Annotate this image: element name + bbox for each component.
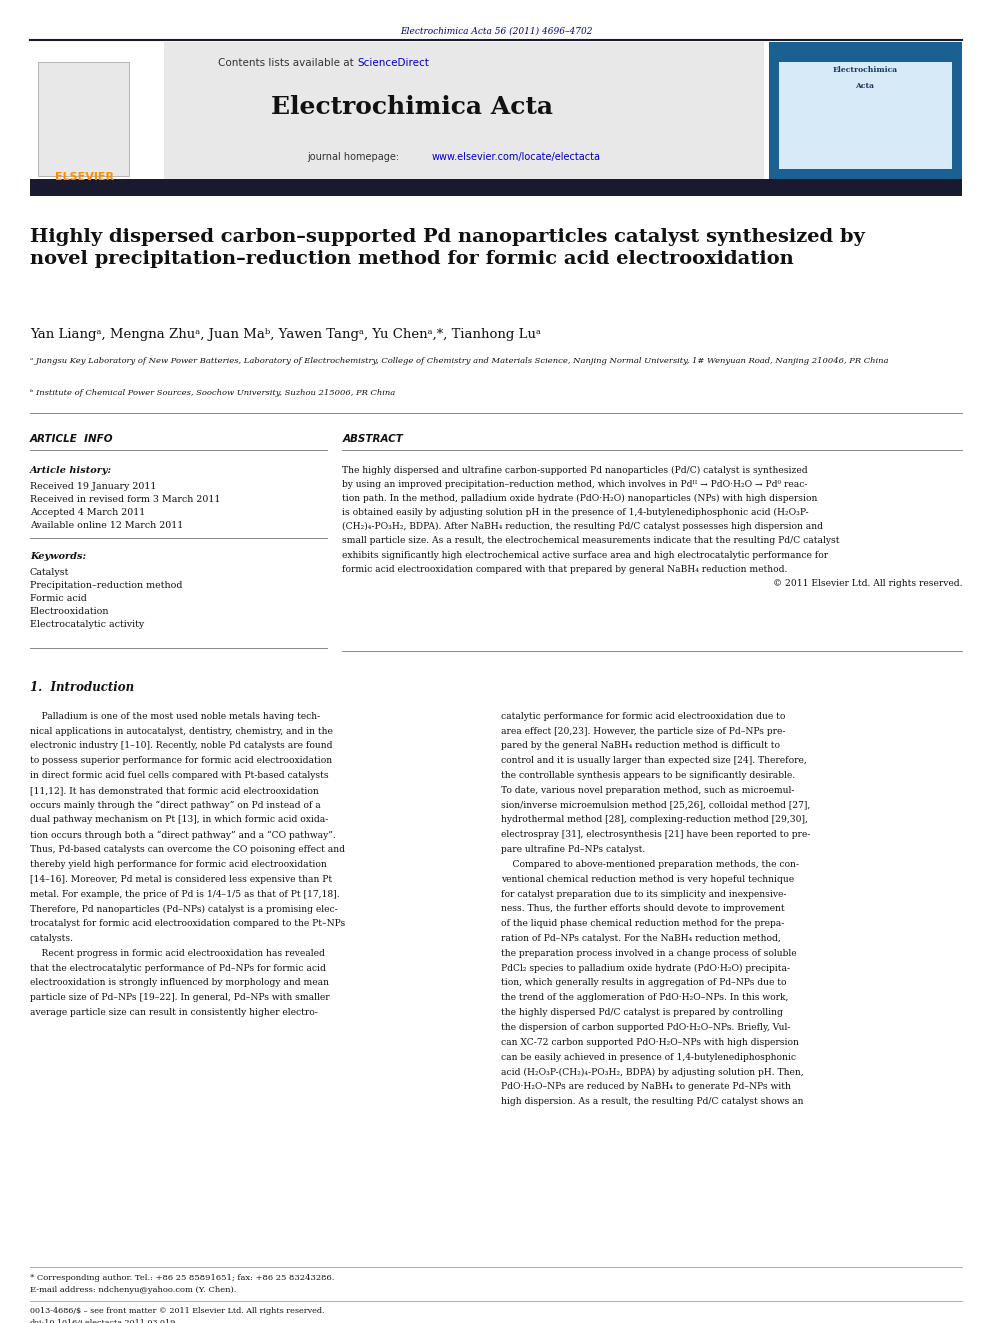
Text: average particle size can result in consistently higher electro-: average particle size can result in cons… xyxy=(30,1008,317,1017)
Text: can XC-72 carbon supported PdO·H₂O–NPs with high dispersion: can XC-72 carbon supported PdO·H₂O–NPs w… xyxy=(501,1037,799,1046)
Text: Electrooxidation: Electrooxidation xyxy=(30,607,109,617)
Text: particle size of Pd–NPs [19–22]. In general, Pd–NPs with smaller: particle size of Pd–NPs [19–22]. In gene… xyxy=(30,994,329,1003)
Text: Electrochimica Acta: Electrochimica Acta xyxy=(271,95,553,119)
Text: Recent progress in formic acid electrooxidation has revealed: Recent progress in formic acid electroox… xyxy=(30,949,324,958)
Text: 1.  Introduction: 1. Introduction xyxy=(30,681,134,695)
Text: Electrochimica Acta 56 (2011) 4696–4702: Electrochimica Acta 56 (2011) 4696–4702 xyxy=(400,26,592,36)
Text: exhibits significantly high electrochemical active surface area and high electro: exhibits significantly high electrochemi… xyxy=(342,550,828,560)
Text: formic acid electrooxidation compared with that prepared by general NaBH₄ reduct: formic acid electrooxidation compared wi… xyxy=(342,565,788,574)
Text: catalytic performance for formic acid electrooxidation due to: catalytic performance for formic acid el… xyxy=(501,712,786,721)
Text: Precipitation–reduction method: Precipitation–reduction method xyxy=(30,581,183,590)
Text: [11,12]. It has demonstrated that formic acid electrooxidation: [11,12]. It has demonstrated that formic… xyxy=(30,786,318,795)
Text: ᵃ Jiangsu Key Laboratory of New Power Batteries, Laboratory of Electrochemistry,: ᵃ Jiangsu Key Laboratory of New Power Ba… xyxy=(30,357,888,365)
Text: can be easily achieved in presence of 1,4-butylenediphosphonic: can be easily achieved in presence of 1,… xyxy=(501,1053,796,1061)
Text: nical applications in autocatalyst, dentistry, chemistry, and in the: nical applications in autocatalyst, dent… xyxy=(30,726,332,736)
Text: Palladium is one of the most used noble metals having tech-: Palladium is one of the most used noble … xyxy=(30,712,320,721)
Text: Compared to above-mentioned preparation methods, the con-: Compared to above-mentioned preparation … xyxy=(501,860,799,869)
Text: Available online 12 March 2011: Available online 12 March 2011 xyxy=(30,521,183,531)
Text: ARTICLE  INFO: ARTICLE INFO xyxy=(30,434,113,445)
Text: by using an improved precipitation–reduction method, which involves in Pdᴵᴵ → Pd: by using an improved precipitation–reduc… xyxy=(342,480,807,490)
Text: hydrothermal method [28], complexing-reduction method [29,30],: hydrothermal method [28], complexing-red… xyxy=(501,815,807,824)
Bar xyxy=(779,62,952,169)
Text: Yan Liangᵃ, Mengna Zhuᵃ, Juan Maᵇ, Yawen Tangᵃ, Yu Chenᵃ,*, Tianhong Luᵃ: Yan Liangᵃ, Mengna Zhuᵃ, Juan Maᵇ, Yawen… xyxy=(30,328,541,341)
Text: Electrochimica: Electrochimica xyxy=(832,66,898,74)
Bar xyxy=(38,62,129,176)
Text: Acta: Acta xyxy=(855,82,875,90)
Text: Therefore, Pd nanoparticles (Pd–NPs) catalyst is a promising elec-: Therefore, Pd nanoparticles (Pd–NPs) cat… xyxy=(30,905,337,913)
Text: to possess superior performance for formic acid electrooxidation: to possess superior performance for form… xyxy=(30,757,332,765)
Text: tion, which generally results in aggregation of Pd–NPs due to: tion, which generally results in aggrega… xyxy=(501,979,787,987)
Text: the preparation process involved in a change process of soluble: the preparation process involved in a ch… xyxy=(501,949,797,958)
Text: doi:10.1016/j.electacta.2011.03.019: doi:10.1016/j.electacta.2011.03.019 xyxy=(30,1319,176,1323)
Text: thereby yield high performance for formic acid electrooxidation: thereby yield high performance for formi… xyxy=(30,860,326,869)
Text: dual pathway mechanism on Pt [13], in which formic acid oxida-: dual pathway mechanism on Pt [13], in wh… xyxy=(30,815,328,824)
Text: ration of Pd–NPs catalyst. For the NaBH₄ reduction method,: ration of Pd–NPs catalyst. For the NaBH₄… xyxy=(501,934,781,943)
Text: Accepted 4 March 2011: Accepted 4 March 2011 xyxy=(30,508,145,517)
Text: PdCl₂ species to palladium oxide hydrate (PdO·H₂O) precipita-: PdCl₂ species to palladium oxide hydrate… xyxy=(501,963,790,972)
Text: electrooxidation is strongly influenced by morphology and mean: electrooxidation is strongly influenced … xyxy=(30,979,328,987)
Text: ᵇ Institute of Chemical Power Sources, Soochow University, Suzhou 215006, PR Chi: ᵇ Institute of Chemical Power Sources, S… xyxy=(30,389,395,397)
Text: ELSEVIER: ELSEVIER xyxy=(55,172,114,183)
Text: pared by the general NaBH₄ reduction method is difficult to: pared by the general NaBH₄ reduction met… xyxy=(501,741,780,750)
Text: the trend of the agglomeration of PdO·H₂O–NPs. In this work,: the trend of the agglomeration of PdO·H₂… xyxy=(501,994,789,1003)
Text: sion/inverse microemulsion method [25,26], colloidal method [27],: sion/inverse microemulsion method [25,26… xyxy=(501,800,810,810)
Text: control and it is usually larger than expected size [24]. Therefore,: control and it is usually larger than ex… xyxy=(501,757,806,765)
Text: journal homepage:: journal homepage: xyxy=(308,152,403,163)
Bar xyxy=(30,42,164,183)
Text: Article history:: Article history: xyxy=(30,466,112,475)
Text: pare ultrafine Pd–NPs catalyst.: pare ultrafine Pd–NPs catalyst. xyxy=(501,845,645,855)
Bar xyxy=(30,42,764,183)
Text: the highly dispersed Pd/C catalyst is prepared by controlling: the highly dispersed Pd/C catalyst is pr… xyxy=(501,1008,783,1017)
Text: ness. Thus, the further efforts should devote to improvement: ness. Thus, the further efforts should d… xyxy=(501,905,785,913)
Text: for catalyst preparation due to its simplicity and inexpensive-: for catalyst preparation due to its simp… xyxy=(501,889,787,898)
Text: Contents lists available at: Contents lists available at xyxy=(218,58,357,69)
Text: E-mail address: ndchenyu@yahoo.com (Y. Chen).: E-mail address: ndchenyu@yahoo.com (Y. C… xyxy=(30,1286,236,1294)
Text: Received 19 January 2011: Received 19 January 2011 xyxy=(30,482,156,491)
Text: small particle size. As a result, the electrochemical measurements indicate that: small particle size. As a result, the el… xyxy=(342,537,840,545)
Text: in direct formic acid fuel cells compared with Pt-based catalysts: in direct formic acid fuel cells compare… xyxy=(30,771,328,781)
Text: 0013-4686/$ – see front matter © 2011 Elsevier Ltd. All rights reserved.: 0013-4686/$ – see front matter © 2011 El… xyxy=(30,1307,324,1315)
Text: electrospray [31], electrosynthesis [21] have been reported to pre-: electrospray [31], electrosynthesis [21]… xyxy=(501,831,810,839)
Text: Received in revised form 3 March 2011: Received in revised form 3 March 2011 xyxy=(30,495,220,504)
Text: Electrocatalytic activity: Electrocatalytic activity xyxy=(30,620,144,630)
Text: PdO·H₂O–NPs are reduced by NaBH₄ to generate Pd–NPs with: PdO·H₂O–NPs are reduced by NaBH₄ to gene… xyxy=(501,1082,791,1091)
Text: is obtained easily by adjusting solution pH in the presence of 1,4-butylenedipho: is obtained easily by adjusting solution… xyxy=(342,508,808,517)
Text: * Corresponding author. Tel.: +86 25 85891651; fax: +86 25 83243286.: * Corresponding author. Tel.: +86 25 858… xyxy=(30,1274,334,1282)
Text: the controllable synthesis appears to be significantly desirable.: the controllable synthesis appears to be… xyxy=(501,771,795,781)
Text: electronic industry [1–10]. Recently, noble Pd catalysts are found: electronic industry [1–10]. Recently, no… xyxy=(30,741,332,750)
Text: ABSTRACT: ABSTRACT xyxy=(342,434,403,445)
Text: (CH₂)₄-PO₃H₂, BDPA). After NaBH₄ reduction, the resulting Pd/C catalyst possesse: (CH₂)₄-PO₃H₂, BDPA). After NaBH₄ reducti… xyxy=(342,523,823,532)
Bar xyxy=(30,179,962,196)
Text: acid (H₂O₃P-(CH₂)₄-PO₃H₂, BDPA) by adjusting solution pH. Then,: acid (H₂O₃P-(CH₂)₄-PO₃H₂, BDPA) by adjus… xyxy=(501,1068,804,1077)
Text: occurs mainly through the “direct pathway” on Pd instead of a: occurs mainly through the “direct pathwa… xyxy=(30,800,320,810)
Text: www.elsevier.com/locate/electacta: www.elsevier.com/locate/electacta xyxy=(432,152,600,163)
Text: that the electrocatalytic performance of Pd–NPs for formic acid: that the electrocatalytic performance of… xyxy=(30,963,325,972)
Text: of the liquid phase chemical reduction method for the prepa-: of the liquid phase chemical reduction m… xyxy=(501,919,785,929)
Text: © 2011 Elsevier Ltd. All rights reserved.: © 2011 Elsevier Ltd. All rights reserved… xyxy=(773,579,962,587)
Text: the dispersion of carbon supported PdO·H₂O–NPs. Briefly, Vul-: the dispersion of carbon supported PdO·H… xyxy=(501,1023,791,1032)
Text: metal. For example, the price of Pd is 1/4–1/5 as that of Pt [17,18].: metal. For example, the price of Pd is 1… xyxy=(30,889,339,898)
Text: area effect [20,23]. However, the particle size of Pd–NPs pre-: area effect [20,23]. However, the partic… xyxy=(501,726,786,736)
Text: Formic acid: Formic acid xyxy=(30,594,86,603)
Text: To date, various novel preparation method, such as microemul-: To date, various novel preparation metho… xyxy=(501,786,795,795)
Bar xyxy=(769,42,962,183)
Text: Highly dispersed carbon–supported Pd nanoparticles catalyst synthesized by
novel: Highly dispersed carbon–supported Pd nan… xyxy=(30,228,865,269)
Text: Thus, Pd-based catalysts can overcome the CO poisoning effect and: Thus, Pd-based catalysts can overcome th… xyxy=(30,845,345,855)
Text: trocatalyst for formic acid electrooxidation compared to the Pt–NPs: trocatalyst for formic acid electrooxida… xyxy=(30,919,345,929)
Text: tion path. In the method, palladium oxide hydrate (PdO·H₂O) nanoparticles (NPs) : tion path. In the method, palladium oxid… xyxy=(342,493,817,503)
Text: Keywords:: Keywords: xyxy=(30,552,86,561)
Text: [14–16]. Moreover, Pd metal is considered less expensive than Pt: [14–16]. Moreover, Pd metal is considere… xyxy=(30,875,332,884)
Text: catalysts.: catalysts. xyxy=(30,934,73,943)
Text: Catalyst: Catalyst xyxy=(30,568,69,577)
Text: ventional chemical reduction method is very hopeful technique: ventional chemical reduction method is v… xyxy=(501,875,794,884)
Text: tion occurs through both a “direct pathway” and a “CO pathway”.: tion occurs through both a “direct pathw… xyxy=(30,831,335,840)
Text: ScienceDirect: ScienceDirect xyxy=(357,58,429,69)
Text: high dispersion. As a result, the resulting Pd/C catalyst shows an: high dispersion. As a result, the result… xyxy=(501,1097,804,1106)
Text: The highly dispersed and ultrafine carbon-supported Pd nanoparticles (Pd/C) cata: The highly dispersed and ultrafine carbo… xyxy=(342,466,807,475)
